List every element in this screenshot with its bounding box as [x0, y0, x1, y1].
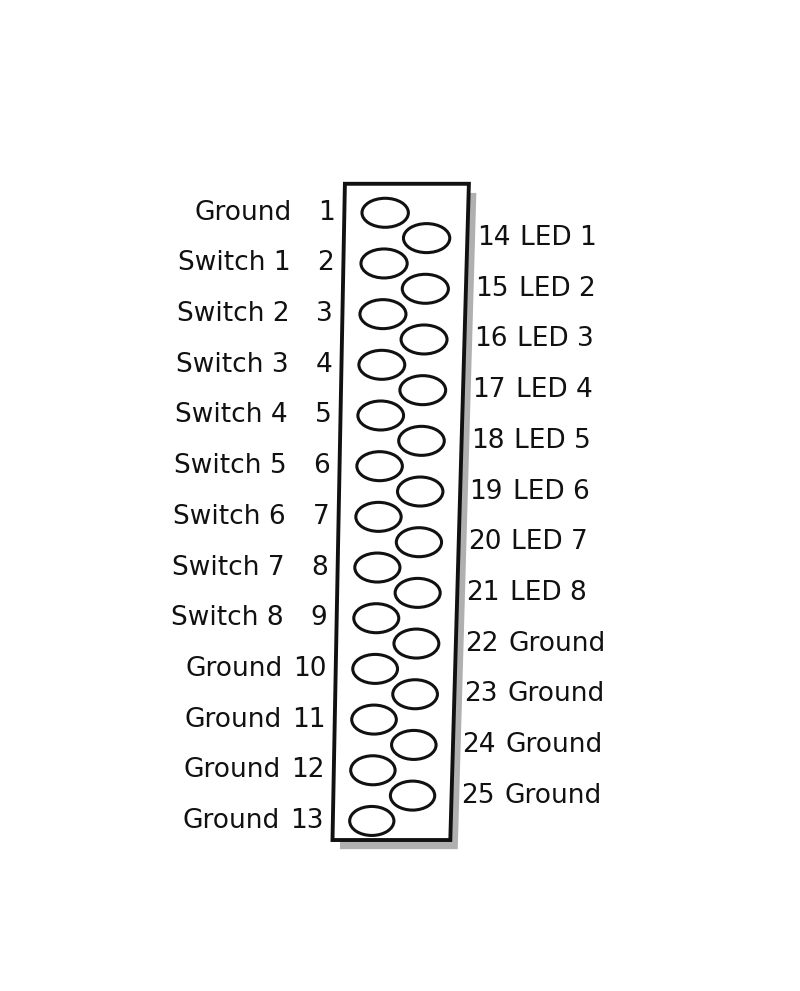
Text: Switch 7: Switch 7: [172, 555, 285, 581]
Text: LED 8: LED 8: [510, 580, 586, 606]
Text: Ground: Ground: [506, 732, 603, 758]
Ellipse shape: [390, 781, 434, 810]
Text: LED 2: LED 2: [518, 275, 595, 302]
Text: 12: 12: [291, 757, 325, 783]
Ellipse shape: [361, 249, 407, 277]
Text: Switch 3: Switch 3: [176, 352, 289, 378]
Ellipse shape: [400, 376, 446, 404]
Text: Ground: Ground: [186, 656, 283, 682]
Text: LED 1: LED 1: [520, 225, 597, 251]
Text: Switch 4: Switch 4: [175, 402, 288, 428]
Text: Switch 8: Switch 8: [171, 606, 284, 631]
Text: 8: 8: [311, 555, 328, 581]
Text: Switch 2: Switch 2: [177, 301, 290, 327]
Text: Ground: Ground: [183, 808, 280, 834]
Ellipse shape: [354, 604, 398, 632]
Ellipse shape: [391, 730, 436, 759]
Text: 1: 1: [318, 200, 335, 226]
Ellipse shape: [350, 807, 394, 835]
Text: LED 3: LED 3: [517, 326, 594, 353]
Ellipse shape: [394, 629, 439, 658]
Text: LED 7: LED 7: [511, 529, 588, 555]
Ellipse shape: [359, 351, 405, 380]
Ellipse shape: [358, 401, 403, 430]
Polygon shape: [340, 193, 476, 849]
Text: Ground: Ground: [507, 681, 604, 708]
Ellipse shape: [353, 654, 398, 684]
Text: 18: 18: [471, 428, 505, 454]
Text: Ground: Ground: [185, 707, 282, 732]
Ellipse shape: [362, 198, 408, 227]
Text: 17: 17: [472, 378, 506, 403]
Text: 15: 15: [475, 275, 509, 302]
Text: Ground: Ground: [504, 783, 602, 809]
Text: 20: 20: [468, 529, 502, 555]
Ellipse shape: [360, 299, 406, 329]
Text: Ground: Ground: [509, 630, 606, 657]
Ellipse shape: [403, 224, 450, 253]
Text: 13: 13: [290, 808, 323, 834]
Text: 9: 9: [310, 606, 327, 631]
Text: 2: 2: [318, 251, 334, 276]
Text: 25: 25: [461, 783, 494, 809]
Text: 22: 22: [465, 630, 498, 657]
Text: 5: 5: [314, 402, 331, 428]
Ellipse shape: [357, 452, 402, 481]
Text: LED 4: LED 4: [516, 378, 593, 403]
Text: 21: 21: [466, 580, 500, 606]
Text: LED 5: LED 5: [514, 428, 591, 454]
Ellipse shape: [393, 680, 438, 709]
Ellipse shape: [398, 426, 444, 455]
Text: LED 6: LED 6: [513, 479, 590, 504]
Polygon shape: [333, 183, 469, 840]
Text: 6: 6: [314, 453, 330, 480]
Text: 7: 7: [313, 503, 330, 530]
Text: 16: 16: [474, 326, 507, 353]
Text: Switch 6: Switch 6: [174, 503, 286, 530]
Ellipse shape: [350, 756, 395, 785]
Ellipse shape: [356, 502, 401, 531]
Text: 11: 11: [292, 707, 326, 732]
Text: 3: 3: [316, 301, 333, 327]
Ellipse shape: [355, 553, 400, 582]
Text: Switch 5: Switch 5: [174, 453, 287, 480]
Ellipse shape: [352, 705, 396, 734]
Text: 23: 23: [464, 681, 498, 708]
Ellipse shape: [398, 477, 443, 506]
Text: 19: 19: [470, 479, 503, 504]
Text: 10: 10: [293, 656, 326, 682]
Text: Ground: Ground: [184, 757, 281, 783]
Text: 4: 4: [315, 352, 332, 378]
Ellipse shape: [395, 579, 440, 607]
Text: Switch 1: Switch 1: [178, 251, 290, 276]
Ellipse shape: [396, 527, 442, 557]
Text: 24: 24: [462, 732, 496, 758]
Ellipse shape: [402, 275, 448, 303]
Ellipse shape: [401, 325, 447, 354]
Text: Ground: Ground: [194, 200, 292, 226]
Text: 14: 14: [477, 225, 510, 251]
